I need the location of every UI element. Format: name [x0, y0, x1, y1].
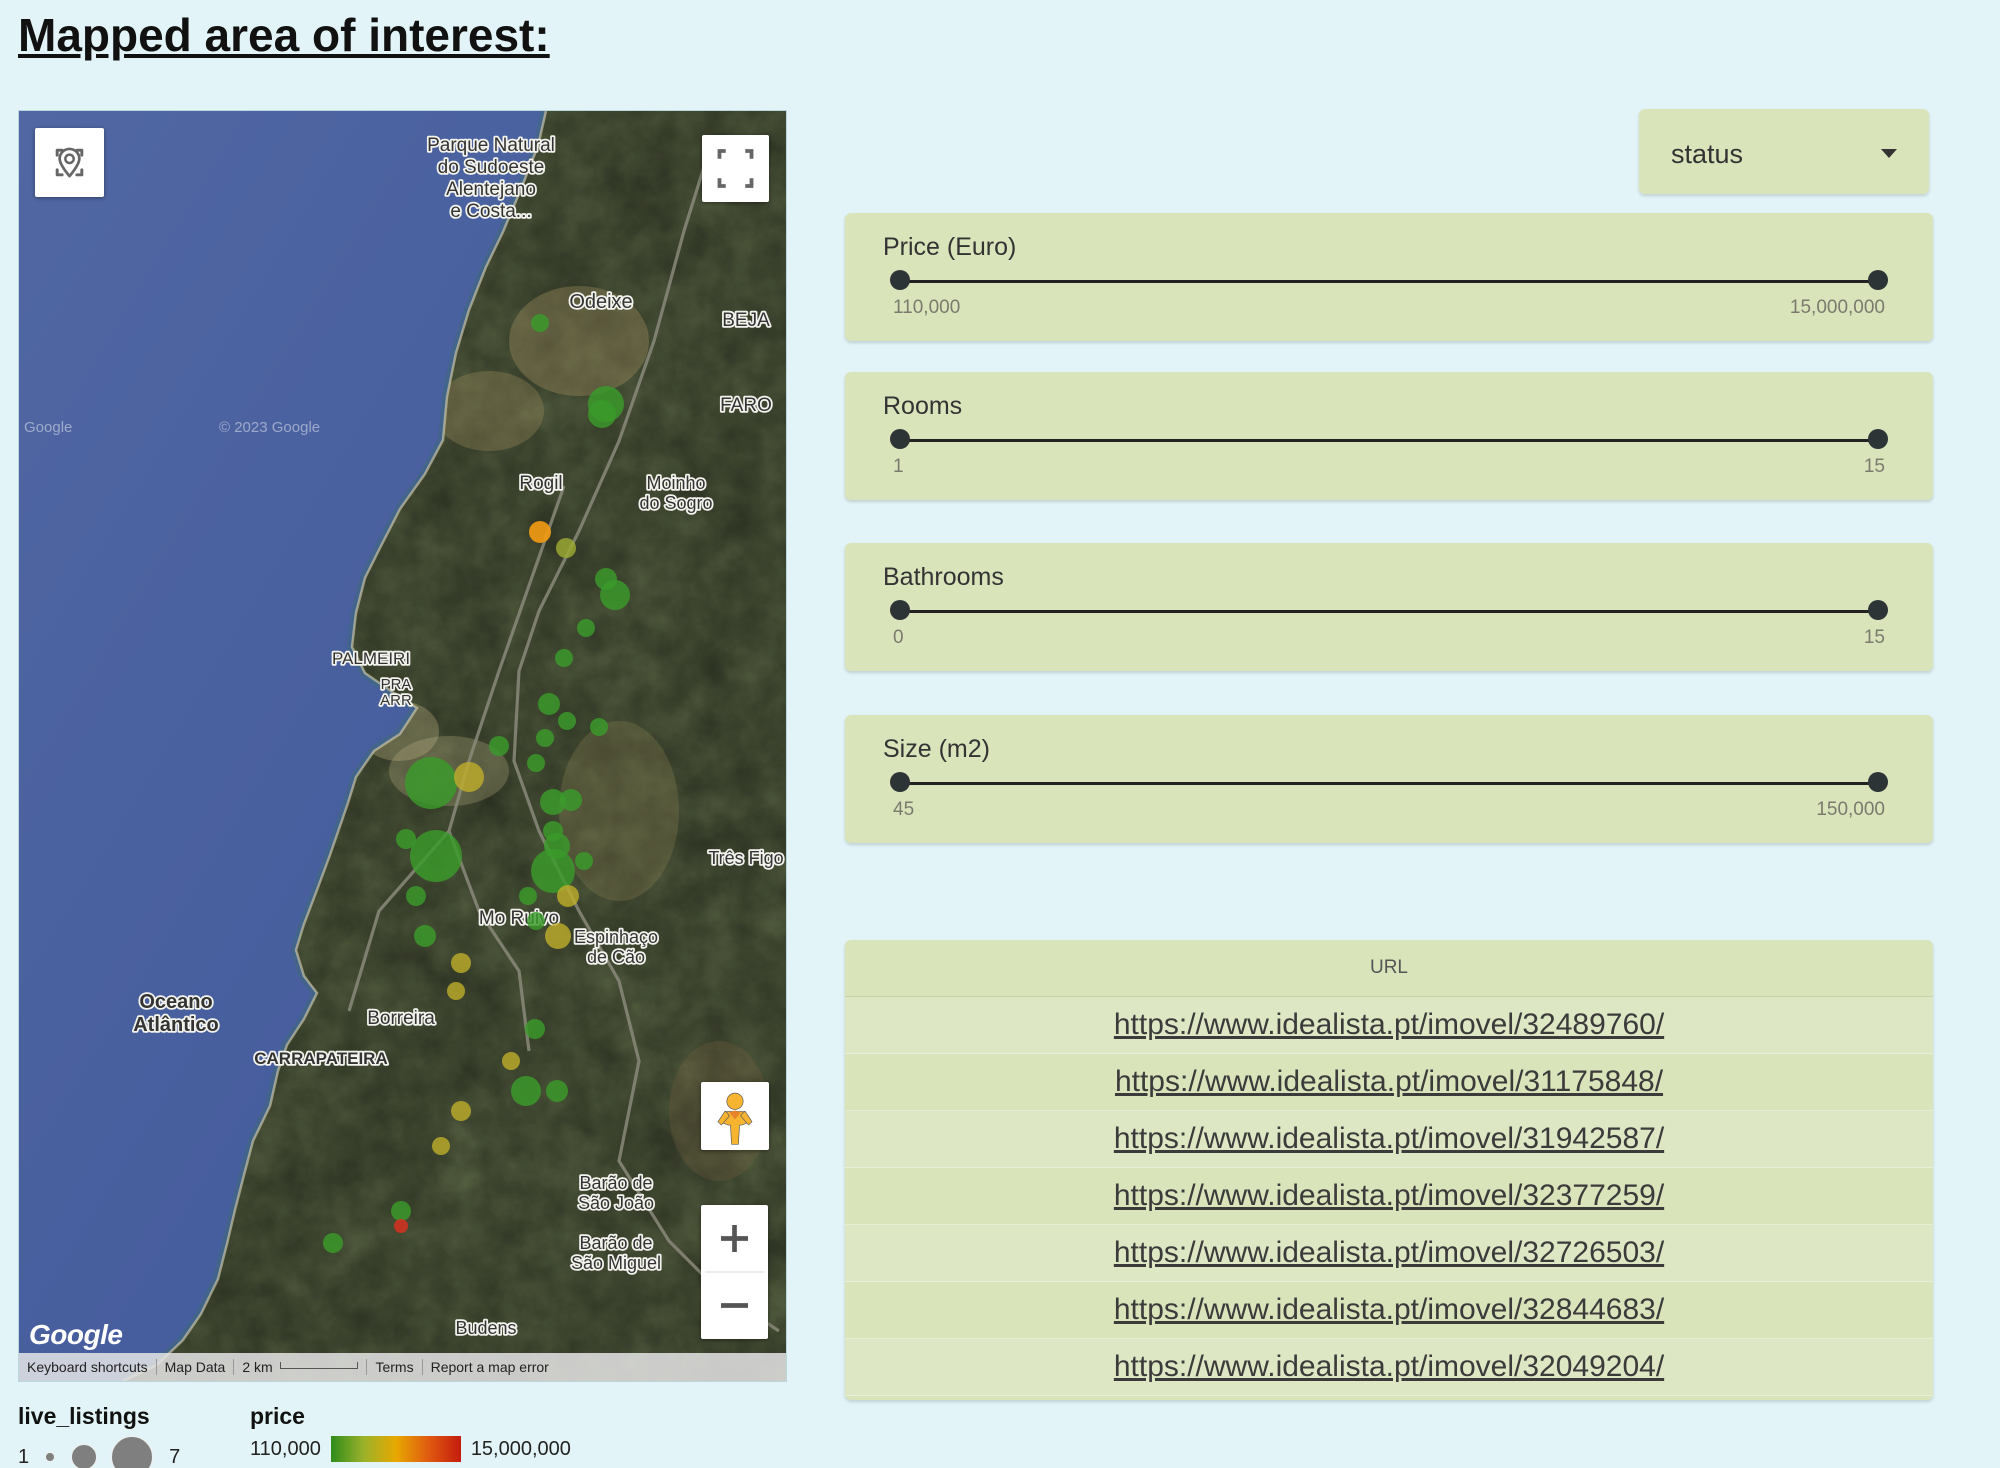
svg-text:Três Figo: Três Figo	[708, 848, 783, 868]
svg-text:do Sogro: do Sogro	[639, 493, 712, 513]
svg-text:CARRAPATEIRA: CARRAPATEIRA	[254, 1049, 387, 1068]
svg-text:do Sudoeste: do Sudoeste	[438, 157, 545, 178]
svg-text:FARO: FARO	[720, 395, 772, 416]
svg-text:PALMEIRI: PALMEIRI	[332, 649, 410, 668]
svg-text:Borreira: Borreira	[367, 1008, 435, 1029]
svg-text:e Costa...: e Costa...	[450, 201, 531, 222]
svg-text:ARR: ARR	[380, 692, 412, 709]
svg-text:São Miguel: São Miguel	[571, 1253, 661, 1273]
svg-text:Rogil: Rogil	[519, 473, 562, 494]
svg-text:Barão de: Barão de	[579, 1173, 652, 1193]
svg-text:Moinho: Moinho	[646, 473, 705, 493]
svg-text:PRA: PRA	[381, 676, 412, 693]
svg-text:de Cão: de Cão	[587, 947, 645, 967]
svg-text:Odeixe: Odeixe	[569, 291, 632, 313]
svg-text:Alentejano: Alentejano	[446, 179, 536, 200]
svg-text:Budens: Budens	[455, 1318, 516, 1338]
svg-text:Espinhaço: Espinhaço	[574, 927, 658, 947]
svg-text:Atlântico: Atlântico	[133, 1014, 219, 1036]
svg-text:BEJA: BEJA	[722, 310, 770, 331]
svg-text:Oceano: Oceano	[139, 991, 212, 1013]
svg-text:Barão de: Barão de	[579, 1233, 652, 1253]
svg-text:São João: São João	[578, 1193, 654, 1213]
svg-text:Mo Ruivo: Mo Ruivo	[479, 908, 559, 929]
svg-text:Parque Natural: Parque Natural	[427, 135, 555, 156]
